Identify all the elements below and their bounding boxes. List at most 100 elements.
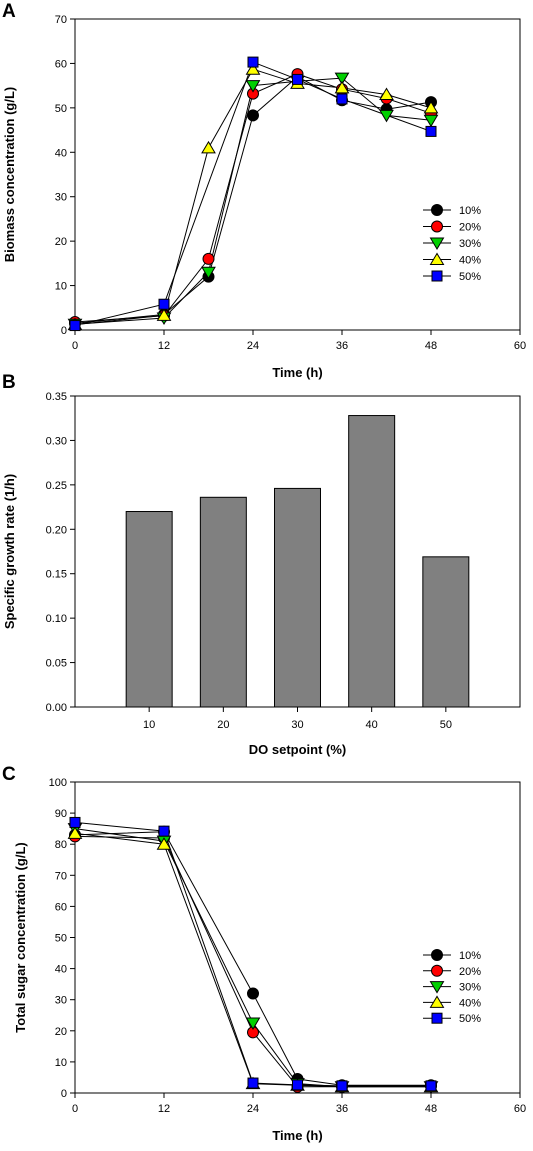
plot-frame (74, 18, 521, 331)
x-tick-label: 0 (72, 340, 78, 352)
data-point (247, 987, 259, 1000)
y-tick-label: 0.10 (46, 613, 67, 625)
bar (422, 556, 470, 708)
y-tick-label: 70 (55, 14, 67, 26)
series-line (74, 61, 432, 327)
series-line (74, 76, 432, 324)
data-point (336, 93, 348, 105)
legend-marker (429, 252, 445, 265)
y-tick-label: 80 (55, 839, 67, 851)
y-tick-label: 0.05 (46, 658, 67, 670)
y-tick-label: 90 (55, 808, 67, 820)
series-line (74, 835, 432, 1088)
x-tick-label: 50 (440, 719, 452, 731)
panel-a-biomass-chart: A 0 10 20 30 40 50 60 70 Biomass concentration (… (2, 1, 526, 380)
legend-marker (431, 949, 443, 961)
data-point (336, 1080, 348, 1092)
x-axis-label: Time (h) (272, 365, 322, 380)
series-line (74, 821, 431, 1087)
panel-c-sugar-chart: C 0 10 20 30 40 50 60 70 80 90 100 Total sugar conc… (2, 764, 526, 1143)
x-tick-label: 60 (514, 1103, 526, 1115)
legend-marker (431, 964, 443, 977)
y-tick-label: 0.35 (46, 391, 67, 403)
legend-label: 40% (459, 255, 481, 267)
bar (274, 487, 321, 708)
x-tick-label: 0 (72, 1103, 78, 1115)
data-point (247, 1077, 259, 1089)
x-tick-label: 12 (158, 1103, 170, 1115)
legend-label: 30% (459, 982, 481, 994)
legend-label: 50% (459, 1013, 481, 1025)
y-tick-label: 30 (55, 995, 67, 1007)
x-axis-label: DO setpoint (%) (249, 742, 347, 757)
y-tick-label: 0.00 (46, 702, 67, 714)
data-point (245, 80, 261, 93)
y-tick-label: 10 (55, 1057, 67, 1069)
x-tick-label: 48 (425, 1103, 437, 1115)
x-tick-label: 12 (158, 340, 170, 352)
x-tick-label: 10 (143, 719, 155, 731)
legend-label: 10% (459, 205, 481, 217)
y-tick-label: 20 (55, 236, 67, 248)
x-tick-label: 60 (514, 340, 526, 352)
panel-b-growth-rate-chart: B 0.00 0.05 0.10 0.15 0.20 0.25 0.30 0.35 Specif… (2, 372, 521, 757)
y-tick-label: 0 (61, 1088, 67, 1100)
legend-marker (431, 1012, 443, 1024)
legend-marker (431, 270, 443, 282)
x-tick-label: 40 (366, 719, 378, 731)
y-tick-label: 0.15 (46, 569, 67, 581)
data-point (379, 87, 394, 101)
y-tick-label: 70 (55, 870, 67, 882)
legend-label: 40% (459, 997, 481, 1009)
data-point (423, 114, 439, 128)
y-axis-label: Biomass concentration (g/L) (2, 87, 17, 263)
y-tick-label: 0.25 (46, 480, 67, 492)
data-point (156, 308, 172, 321)
data-point (158, 298, 170, 310)
legend-label: 20% (459, 222, 481, 234)
data-point (247, 109, 259, 122)
bar (199, 496, 247, 708)
x-tick-label: 24 (247, 1103, 259, 1115)
data-point (379, 109, 394, 123)
x-tick-label: 36 (336, 1103, 348, 1115)
data-point (334, 80, 350, 94)
y-tick-label: 50 (55, 103, 67, 115)
bar (348, 415, 396, 708)
y-tick-label: 0 (61, 325, 67, 337)
y-tick-label: 20 (55, 1026, 67, 1038)
panel-letter-c: C (2, 764, 16, 785)
data-point (69, 320, 81, 332)
y-tick-label: 30 (55, 192, 67, 204)
x-tick-label: 24 (247, 340, 259, 352)
bar (125, 511, 173, 708)
legend-label: 20% (459, 966, 481, 978)
legend-marker (429, 995, 445, 1008)
data-point (158, 825, 170, 837)
data-point (425, 1080, 437, 1092)
legend-marker (429, 237, 445, 250)
data-point (292, 73, 303, 85)
legend-marker (431, 220, 443, 233)
y-tick-label: 50 (55, 933, 67, 945)
y-tick-label: 10 (55, 281, 67, 293)
x-tick-label: 30 (291, 719, 303, 731)
y-tick-label: 60 (55, 901, 67, 913)
legend-label: 50% (459, 271, 481, 283)
data-point (423, 100, 439, 114)
y-tick-label: 60 (55, 58, 67, 70)
data-point (334, 72, 350, 86)
data-point (201, 140, 216, 154)
data-point (202, 252, 215, 265)
legend-marker (431, 204, 443, 216)
x-axis-label: Time (h) (272, 1128, 322, 1143)
panel-letter-b: B (2, 372, 16, 393)
y-tick-label: 0.20 (46, 524, 67, 536)
data-point (156, 837, 172, 850)
data-point (245, 62, 261, 75)
y-axis-label: Specific growth rate (1/h) (2, 474, 17, 629)
x-tick-label: 36 (336, 340, 348, 352)
y-tick-label: 0.30 (46, 435, 67, 447)
data-point (425, 125, 437, 137)
